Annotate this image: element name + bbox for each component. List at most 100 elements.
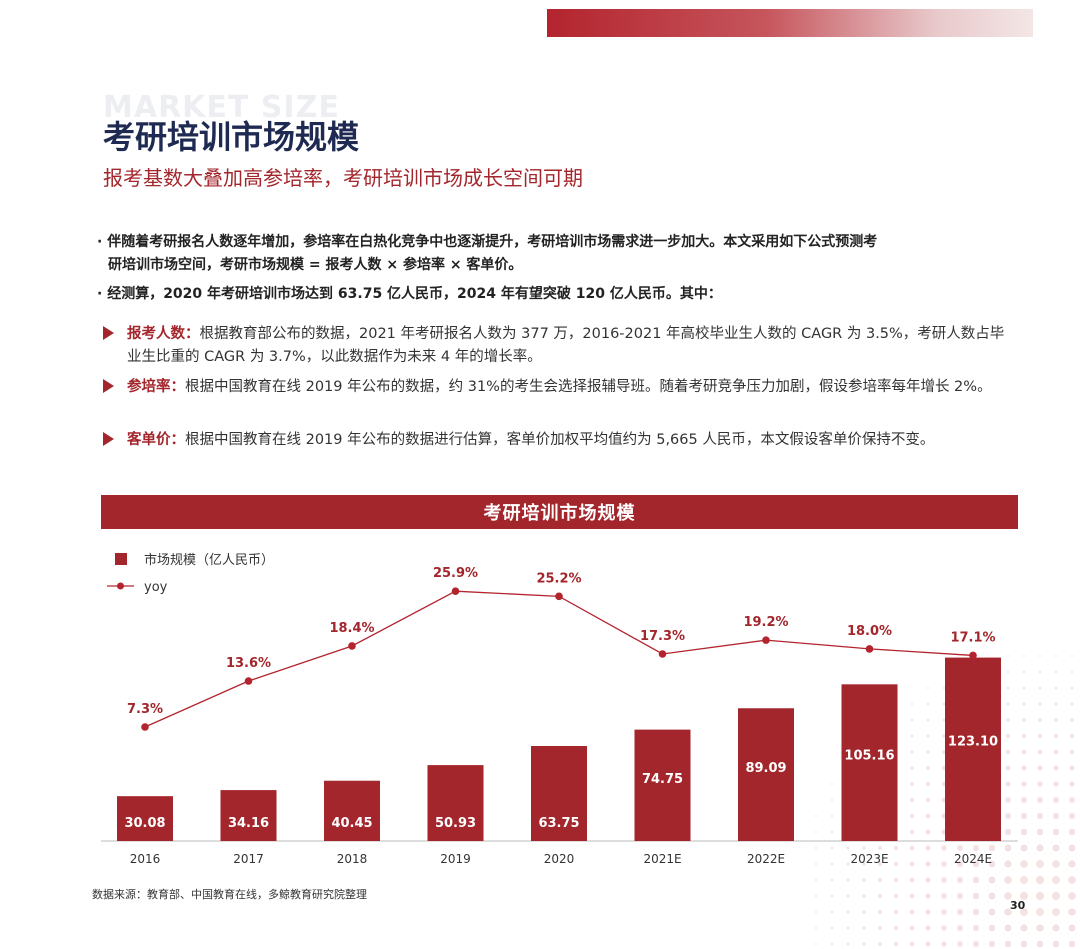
decor-dot	[878, 846, 882, 850]
legend-bar-swatch	[115, 553, 127, 565]
decor-dot	[1021, 765, 1027, 771]
decor-dot	[846, 910, 850, 914]
decor-dot	[1069, 781, 1075, 787]
decor-dot	[909, 941, 915, 947]
decor-dot	[1022, 734, 1026, 738]
decor-dot	[1006, 718, 1010, 722]
decor-dot	[957, 845, 963, 851]
decor-dot	[1052, 812, 1060, 820]
decor-dot	[910, 782, 914, 786]
yoy-value-label: 18.4%	[329, 621, 374, 636]
decor-dot	[1071, 655, 1073, 657]
decor-dot	[1004, 860, 1012, 868]
decor-dot	[1052, 940, 1060, 948]
decor-dot	[1053, 749, 1059, 755]
legend-line-marker	[117, 582, 124, 590]
decor-dot	[799, 911, 801, 913]
decor-dot	[893, 925, 899, 931]
bar-value-label: 74.75	[642, 772, 683, 787]
decor-dot	[831, 783, 833, 785]
decor-dot	[1052, 876, 1060, 884]
yoy-value-label: 25.9%	[433, 566, 478, 581]
bar-2020	[531, 746, 587, 841]
decor-dot	[815, 879, 817, 881]
decor-dot	[846, 862, 850, 866]
decor-dot	[893, 861, 899, 867]
decor-dot	[1068, 892, 1076, 900]
decor-dot	[909, 845, 915, 851]
decor-dot	[957, 861, 963, 867]
bullet-2-line1: · 经测算，2020 年考研培训市场达到 63.75 亿人民币，2024 年有望…	[97, 286, 722, 302]
decor-dot	[1069, 765, 1075, 771]
decor-dot	[799, 847, 801, 849]
decor-dot	[831, 751, 833, 753]
yoy-point-2022E	[762, 636, 770, 644]
yoy-point-2023E	[865, 645, 874, 653]
x-tick-label: 2016	[130, 852, 161, 866]
decor-dot	[943, 687, 945, 689]
decor-dot	[956, 876, 964, 884]
decor-dot	[959, 655, 961, 657]
decor-dot	[972, 860, 980, 868]
x-tick-label: 2024E	[954, 852, 992, 866]
decor-dot	[926, 782, 930, 786]
decor-dot	[1039, 655, 1041, 657]
decor-dot	[972, 844, 980, 852]
assumption-item-participation: 参培率：根据中国教育在线 2019 年公布的数据，约 31%的考生会选择报辅导班…	[103, 376, 1013, 399]
decor-dot	[926, 750, 930, 754]
x-tick-label: 2023E	[850, 852, 888, 866]
decor-dot	[846, 846, 850, 850]
decor-dot	[925, 797, 931, 803]
bar-2019	[427, 765, 484, 841]
bar-2016	[117, 796, 173, 841]
decor-dot	[1052, 908, 1060, 916]
decor-dot	[831, 767, 833, 769]
decor-dot	[926, 718, 930, 722]
triangle-bullet-icon	[103, 326, 114, 340]
decor-dot	[799, 927, 801, 929]
decor-dot	[942, 766, 946, 770]
decor-dot	[925, 925, 931, 931]
decor-dot	[815, 799, 817, 801]
decor-dot	[1022, 718, 1026, 722]
decor-dot	[1052, 844, 1060, 852]
decor-dot	[1004, 924, 1012, 932]
decor-dot	[1038, 734, 1042, 738]
decor-dot	[799, 831, 801, 833]
decor-dot	[830, 878, 834, 882]
decor-dot	[831, 799, 833, 801]
decor-dot	[910, 734, 914, 738]
decor-dot	[1021, 749, 1027, 755]
decor-dot	[830, 894, 834, 898]
decor-dot	[893, 893, 899, 899]
decor-dot	[799, 863, 801, 865]
decor-dot	[1070, 734, 1074, 738]
decor-dot	[878, 894, 882, 898]
assumption-item-price: 客单价：根据中国教育在线 2019 年公布的数据进行估算，客单价加权平均值约为 …	[103, 429, 1013, 452]
decor-dot	[862, 846, 866, 850]
yoy-value-label: 19.2%	[743, 615, 788, 630]
decor-dot	[941, 877, 947, 883]
decor-dot	[1006, 670, 1010, 674]
decor-dot	[862, 910, 866, 914]
bar-value-label: 50.93	[435, 816, 476, 831]
decor-dot	[957, 941, 963, 947]
page-number: 30	[1010, 899, 1026, 912]
top-accent-bar	[547, 9, 1033, 37]
decor-dot	[925, 845, 931, 851]
bullet-1-line1: · 伴随着考研报名人数逐年增加，参培率在白热化竞争中也逐渐提升，考研培训市场需求…	[97, 234, 878, 250]
decor-dot	[830, 942, 834, 946]
bar-2021E	[634, 729, 691, 841]
x-tick-label: 2022E	[747, 852, 785, 866]
decor-dot	[1054, 734, 1058, 738]
decor-dot	[893, 909, 899, 915]
decor-dot	[909, 829, 915, 835]
decor-dot	[1037, 765, 1043, 771]
decor-dot	[910, 750, 914, 754]
decor-dot	[893, 877, 899, 883]
decor-dot	[815, 943, 817, 945]
item-key: 参培率：	[127, 379, 185, 395]
decor-dot	[862, 942, 866, 946]
decor-dot	[1037, 749, 1043, 755]
yoy-value-label: 13.6%	[226, 656, 271, 671]
